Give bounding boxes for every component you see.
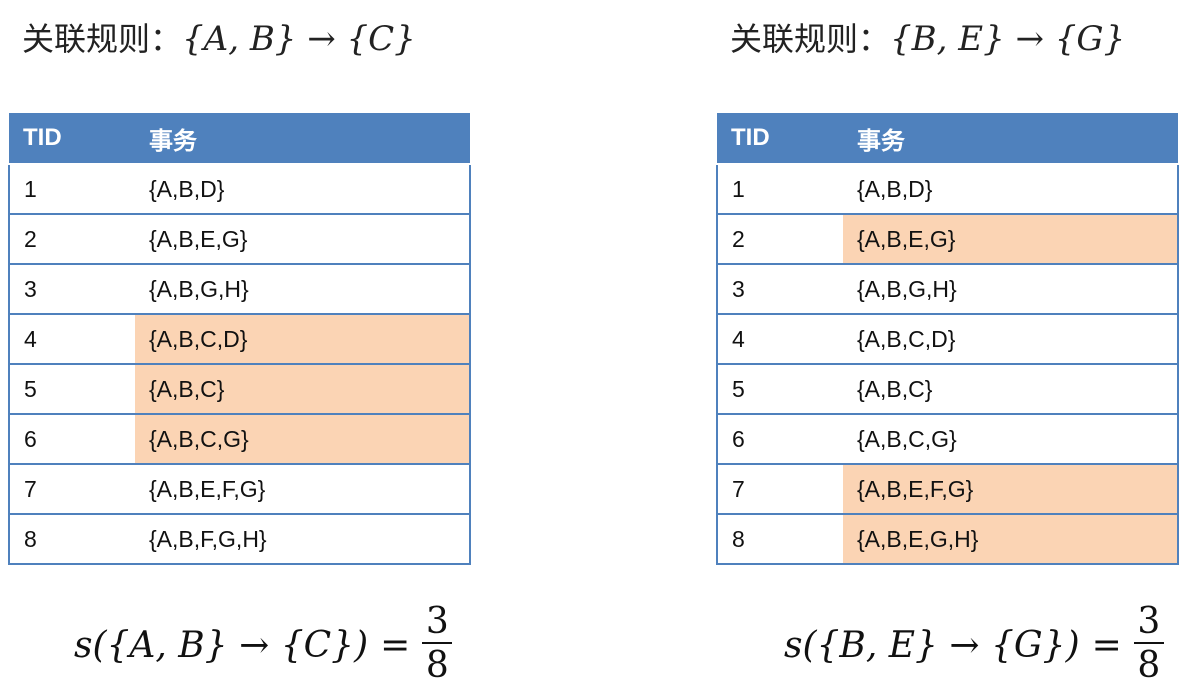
transaction-table: TID 事务 1 {A,B,D} 2 {A,B,E,G} 3 {A,B,G,H} 4 {A,B… <box>8 113 471 565</box>
table-row: 7 {A,B,E,F,G} <box>716 464 1179 515</box>
transaction-cell: {A,B,E,G,H} <box>843 514 1179 565</box>
transaction-cell: {A,B,C,D} <box>843 314 1179 365</box>
tid-cell: 4 <box>8 314 135 365</box>
table-row: 5 {A,B,C} <box>716 364 1179 415</box>
fraction-bar <box>422 642 453 644</box>
tid-cell: 7 <box>8 464 135 515</box>
table-body: 1 {A,B,D} 2 {A,B,E,G} 3 {A,B,G,H} 4 {A,B,C,D} 5{… <box>8 164 471 565</box>
transaction-cell: {A,B,E,G} <box>843 214 1179 265</box>
support-fraction: 3 8 <box>1133 601 1164 688</box>
table-row: 4 {A,B,C,D} <box>716 314 1179 365</box>
tid-cell: 5 <box>8 364 135 415</box>
fraction-bar <box>1133 642 1164 644</box>
rule-expression: {A, B} → {C} <box>182 19 416 59</box>
rule-title: 关联规则：{B, E} → {G} <box>730 14 1125 60</box>
transaction-cell: {A,B,D} <box>843 164 1179 215</box>
tid-cell: 2 <box>716 214 843 265</box>
table-row: 1 {A,B,D} <box>716 164 1179 215</box>
table-row: 8 {A,B,F,G,H} <box>8 514 471 565</box>
header-transaction: 事务 <box>843 113 1178 165</box>
transaction-cell: {A,B,E,F,G} <box>135 464 471 515</box>
transaction-cell: {A,B,D} <box>135 164 471 215</box>
transaction-cell: {A,B,F,G,H} <box>135 514 471 565</box>
transaction-cell: {A,B,C,G} <box>843 414 1179 465</box>
rule-title: 关联规则：{A, B} → {C} <box>22 14 416 60</box>
table-row: 2 {A,B,E,G} <box>716 214 1179 265</box>
tid-cell: 8 <box>716 514 843 565</box>
header-tid: TID <box>717 113 843 165</box>
table-row: 3 {A,B,G,H} <box>716 264 1179 315</box>
rule-prefix: 关联规则： <box>730 20 891 58</box>
fraction-denominator: 8 <box>1137 645 1161 686</box>
transaction-cell: {A,B,G,H} <box>843 264 1179 315</box>
support-expression: s({B, E} → {G}) <box>784 624 1080 666</box>
support-formula: s({A, B} → {C}) = 3 8 <box>74 601 453 688</box>
tid-cell: 7 <box>716 464 843 515</box>
table-row: 6 {A,B,C,G} <box>8 414 471 465</box>
transaction-table: TID 事务 1 {A,B,D} 2 {A,B,E,G} 3 {A,B,G,H} 4 {A,B… <box>716 113 1179 565</box>
table-row: 6 {A,B,C,G} <box>716 414 1179 465</box>
transaction-cell: {A,B,C,G} <box>135 414 471 465</box>
rule-panel-left: 关联规则：{A, B} → {C} TID 事务 1 {A,B,D} 2 {A,B,E… <box>8 0 478 698</box>
rule-expression: {B, E} → {G} <box>890 19 1126 59</box>
transaction-cell: {A,B,E,F,G} <box>843 464 1179 515</box>
fraction-denominator: 8 <box>425 645 449 686</box>
fraction-numerator: 3 <box>425 601 449 642</box>
transaction-cell: {A,B,C,D} <box>135 314 471 365</box>
table-row: 3 {A,B,G,H} <box>8 264 471 315</box>
tid-cell: 6 <box>716 414 843 465</box>
support-fraction: 3 8 <box>422 601 453 688</box>
table-row: 2 {A,B,E,G} <box>8 214 471 265</box>
table-row: 4 {A,B,C,D} <box>8 314 471 365</box>
rule-prefix: 关联规则： <box>22 20 183 58</box>
header-transaction: 事务 <box>135 113 470 165</box>
table-header-row: TID 事务 <box>717 113 1178 165</box>
tid-cell: 3 <box>716 264 843 315</box>
table-row: 1 {A,B,D} <box>8 164 471 215</box>
transaction-cell: {A,B,C} <box>843 364 1179 415</box>
tid-cell: 5 <box>716 364 843 415</box>
support-expression: s({A, B} → {C}) <box>74 624 369 666</box>
tid-cell: 6 <box>8 414 135 465</box>
transaction-cell: {A,B,E,G} <box>135 214 471 265</box>
table-row: 7 {A,B,E,F,G} <box>8 464 471 515</box>
tid-cell: 1 <box>8 164 135 215</box>
tid-cell: 3 <box>8 264 135 315</box>
table-header-row: TID 事务 <box>9 113 470 165</box>
tid-cell: 4 <box>716 314 843 365</box>
transaction-cell: {A,B,G,H} <box>135 264 471 315</box>
support-formula: s({B, E} → {G}) = 3 8 <box>784 602 1164 688</box>
tid-cell: 1 <box>716 164 843 215</box>
header-tid: TID <box>9 113 135 165</box>
tid-cell: 2 <box>8 214 135 265</box>
transaction-cell: {A,B,C} <box>135 364 471 415</box>
table-row: 5 {A,B,C} <box>8 364 471 415</box>
equals-sign: = <box>380 624 411 666</box>
table-row: 8 {A,B,E,G,H} <box>716 514 1179 565</box>
equals-sign: = <box>1091 624 1122 666</box>
table-body: 1 {A,B,D} 2 {A,B,E,G} 3 {A,B,G,H} 4 {A,B,C,D} 5{… <box>716 164 1179 565</box>
fraction-numerator: 3 <box>1137 601 1161 642</box>
tid-cell: 8 <box>8 514 135 565</box>
rule-panel-right: 关联规则：{B, E} → {G} TID 事务 1 {A,B,D} 2 {A,B,E… <box>716 0 1179 698</box>
